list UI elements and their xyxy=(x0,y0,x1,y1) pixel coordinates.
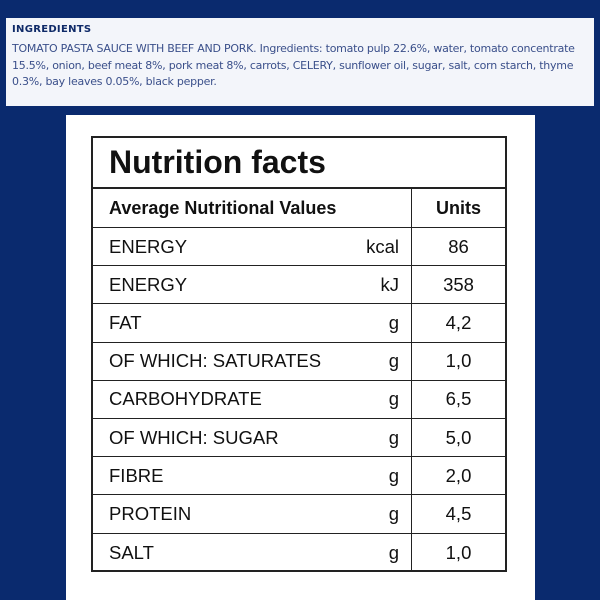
nutrition-title-row: Nutrition facts xyxy=(93,138,505,189)
nutrient-value: 358 xyxy=(443,273,474,295)
nutrient-value: 6,5 xyxy=(445,388,472,410)
nutrient-name: ENERGY xyxy=(109,235,188,257)
nutrient-value: 5,0 xyxy=(445,426,472,448)
nutrition-header-row: Average Nutritional Values Units xyxy=(93,189,505,228)
ingredients-text: TOMATO PASTA SAUCE WITH BEEF AND PORK. I… xyxy=(12,42,575,88)
header-units-label: Units xyxy=(436,197,481,218)
header-units-cell: Units xyxy=(412,189,505,227)
nutrient-unit: g xyxy=(388,464,399,486)
nutrient-name: ENERGY xyxy=(109,273,188,295)
nutrient-unit: g xyxy=(388,311,399,333)
ingredients-heading: INGREDIENTS xyxy=(12,24,92,35)
nutrient-value: 2,0 xyxy=(445,464,472,486)
nutrient-unit: kcal xyxy=(366,235,399,257)
nutrient-unit: kJ xyxy=(380,273,400,295)
nutrient-value: 1,0 xyxy=(445,350,472,372)
nutrient-name: FAT xyxy=(109,311,142,333)
ingredients-panel: INGREDIENTS TOMATO PASTA SAUCE WITH BEEF… xyxy=(6,18,594,106)
nutrient-row: CARBOHYDRATE g 6,5 xyxy=(93,380,505,419)
nutrient-name: PROTEIN xyxy=(109,502,192,524)
nutrient-row: OF WHICH: SUGAR g 5,0 xyxy=(93,418,505,458)
nutrient-row: ENERGY kJ 358 xyxy=(93,266,505,305)
nutrient-row: OF WHICH: SATURATES g 1,0 xyxy=(93,342,505,381)
nutrient-row: SALT g 1,0 xyxy=(93,533,505,572)
nutrition-title: Nutrition facts xyxy=(109,144,326,180)
nutrient-row: ENERGY kcal 86 xyxy=(93,228,505,267)
nutrient-value: 4,2 xyxy=(445,311,472,333)
nutrient-name: CARBOHYDRATE xyxy=(109,388,262,410)
nutrient-name: FIBRE xyxy=(109,464,164,486)
header-name-label: Average Nutritional Values xyxy=(109,197,337,218)
nutrient-row: PROTEIN g 4,5 xyxy=(93,495,505,534)
nutrient-name: OF WHICH: SUGAR xyxy=(109,426,279,448)
nutrient-value: 1,0 xyxy=(445,541,472,563)
nutrient-value: 86 xyxy=(448,235,469,257)
nutrition-card: Nutrition facts Average Nutritional Valu… xyxy=(66,115,535,600)
nutrition-table: Nutrition facts Average Nutritional Valu… xyxy=(91,136,507,572)
nutrient-unit: g xyxy=(388,426,399,448)
nutrient-unit: g xyxy=(388,388,399,410)
nutrient-value: 4,5 xyxy=(445,502,472,524)
nutrient-row: FIBRE g 2,0 xyxy=(93,457,505,496)
nutrient-unit: g xyxy=(388,350,399,372)
nutrient-unit: g xyxy=(388,541,399,563)
header-name-cell: Average Nutritional Values xyxy=(93,189,412,227)
nutrient-unit: g xyxy=(388,502,399,524)
nutrient-name: SALT xyxy=(109,541,154,563)
nutrient-row: FAT g 4,2 xyxy=(93,304,505,343)
nutrient-name: OF WHICH: SATURATES xyxy=(109,350,322,372)
